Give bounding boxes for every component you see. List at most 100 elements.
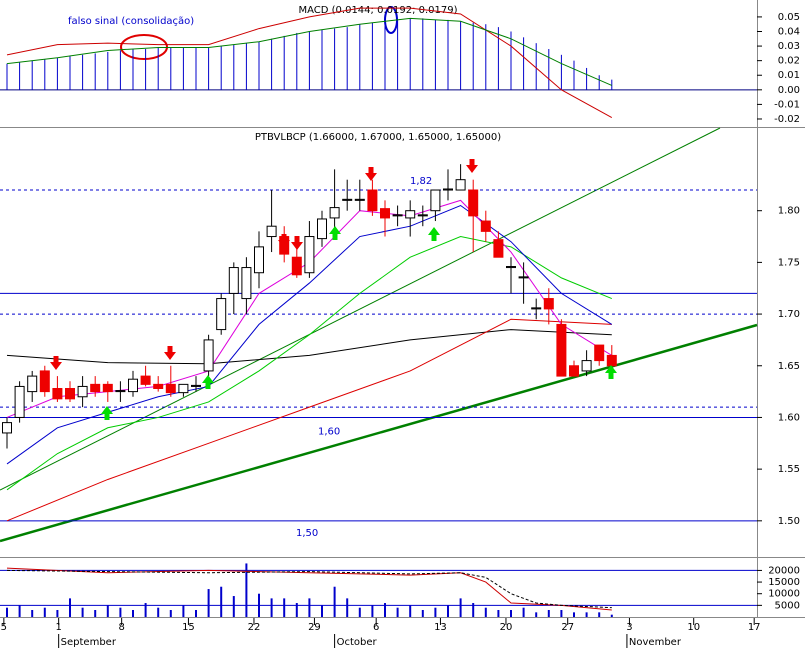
candle-body bbox=[254, 246, 264, 274]
x-tick-label: 17 bbox=[748, 622, 761, 633]
candle-body bbox=[14, 385, 25, 418]
candle-body bbox=[65, 388, 75, 400]
level-label: 1,50 bbox=[296, 528, 318, 539]
x-tick-label: 8 bbox=[118, 622, 124, 633]
candle-body bbox=[354, 198, 365, 201]
y-tick-label: 1.80 bbox=[778, 206, 800, 217]
trend-line bbox=[0, 323, 758, 543]
candle-body bbox=[178, 383, 189, 394]
y-tick-label: 1.50 bbox=[778, 516, 800, 527]
trend-line bbox=[0, 127, 721, 491]
macd-title: MACD (0.0144; 0.0192; 0.0179) bbox=[298, 5, 457, 16]
x-tick-label: 13 bbox=[434, 622, 447, 633]
x-tick-label: 27 bbox=[561, 622, 574, 633]
x-tick-label: 15 bbox=[182, 622, 195, 633]
indicator-line bbox=[6, 17, 612, 86]
y-tick-label: 1.75 bbox=[778, 257, 800, 268]
candle-body bbox=[291, 256, 302, 276]
candle-body bbox=[165, 383, 176, 394]
y-tick-label: 1.60 bbox=[778, 412, 800, 423]
candle-body bbox=[39, 370, 50, 393]
y-tick-label: 0.01 bbox=[778, 70, 800, 81]
candle-body bbox=[405, 210, 416, 219]
candle-body bbox=[140, 375, 151, 385]
level-label: 1,60 bbox=[318, 426, 340, 437]
x-tick-label: 1 bbox=[55, 622, 61, 633]
month-label: October bbox=[337, 637, 378, 648]
candle-body bbox=[304, 236, 315, 274]
candle-body bbox=[380, 208, 390, 219]
candle-body bbox=[367, 189, 378, 212]
candle-body bbox=[455, 179, 466, 191]
y-tick-label: 1.55 bbox=[778, 464, 800, 475]
month-label: September bbox=[61, 637, 117, 648]
x-tick-label: 6 bbox=[373, 622, 379, 633]
candle-body bbox=[317, 218, 327, 240]
y-tick-label: 1.70 bbox=[778, 309, 800, 320]
candle-body bbox=[443, 188, 453, 191]
y-tick-label: 1.65 bbox=[778, 361, 800, 372]
x-tick-label: 10 bbox=[687, 622, 700, 633]
y-tick-label: 0.04 bbox=[778, 26, 800, 37]
candle-body bbox=[2, 422, 12, 434]
candle-body bbox=[342, 198, 353, 201]
month-label: November bbox=[629, 637, 682, 648]
candle-body bbox=[102, 383, 113, 393]
candle-body bbox=[52, 388, 63, 400]
candle-body bbox=[266, 225, 277, 238]
indicator-line bbox=[6, 236, 612, 491]
candle-body bbox=[468, 189, 479, 217]
y-tick-label: 10000 bbox=[768, 589, 800, 600]
candle-body bbox=[606, 354, 617, 367]
indicator-line bbox=[6, 318, 612, 522]
x-tick-label: 3 bbox=[626, 622, 632, 633]
candle-body bbox=[493, 239, 504, 258]
y-tick-label: -0.01 bbox=[774, 99, 800, 110]
y-tick-label: 0.03 bbox=[778, 41, 800, 52]
indicator-line bbox=[6, 329, 612, 365]
candle-body bbox=[115, 390, 126, 393]
candle-body bbox=[228, 267, 239, 294]
candle-body bbox=[506, 266, 516, 269]
candle-body bbox=[581, 360, 592, 372]
level-label: 1,82 bbox=[410, 176, 432, 187]
y-tick-label: 15000 bbox=[768, 577, 800, 588]
x-tick-label: 29 bbox=[308, 622, 321, 633]
candle-body bbox=[90, 383, 101, 393]
annotation: falso sinal (consolidação) bbox=[68, 16, 194, 27]
candle-body bbox=[480, 220, 491, 232]
candle-body bbox=[128, 378, 138, 393]
candle-body bbox=[77, 385, 88, 398]
y-tick-label: -0.02 bbox=[774, 114, 800, 125]
candle-body bbox=[594, 344, 605, 362]
candle-body bbox=[392, 214, 403, 217]
indicator-line bbox=[6, 567, 612, 611]
x-tick-label: 5 bbox=[1, 622, 7, 633]
highlight-ellipse bbox=[120, 34, 168, 60]
candle-body bbox=[531, 307, 542, 310]
x-tick-label: 20 bbox=[500, 622, 513, 633]
x-tick-label: 22 bbox=[248, 622, 261, 633]
candle-body bbox=[153, 383, 164, 390]
candle-body bbox=[27, 375, 38, 393]
y-tick-label: 0.05 bbox=[778, 12, 800, 23]
candle-body bbox=[417, 214, 428, 217]
candle-body bbox=[203, 339, 214, 372]
y-tick-label: 20000 bbox=[768, 565, 800, 576]
candle-body bbox=[556, 323, 567, 377]
candle-body bbox=[569, 365, 579, 377]
candle-body bbox=[241, 267, 252, 300]
y-tick-label: 0.00 bbox=[778, 85, 800, 96]
candle-body bbox=[543, 298, 554, 310]
y-tick-label: 5000 bbox=[775, 600, 800, 611]
candle-body bbox=[430, 189, 441, 212]
candle-body bbox=[216, 298, 227, 331]
candle-body bbox=[329, 207, 340, 219]
candle-body bbox=[191, 384, 201, 387]
y-tick-label: 0.02 bbox=[778, 56, 800, 67]
price-title: PTBVLBCP (1.66000, 1.67000, 1.65000, 1.6… bbox=[255, 132, 501, 143]
indicator-line bbox=[6, 7, 613, 118]
panel-frames bbox=[0, 0, 805, 618]
